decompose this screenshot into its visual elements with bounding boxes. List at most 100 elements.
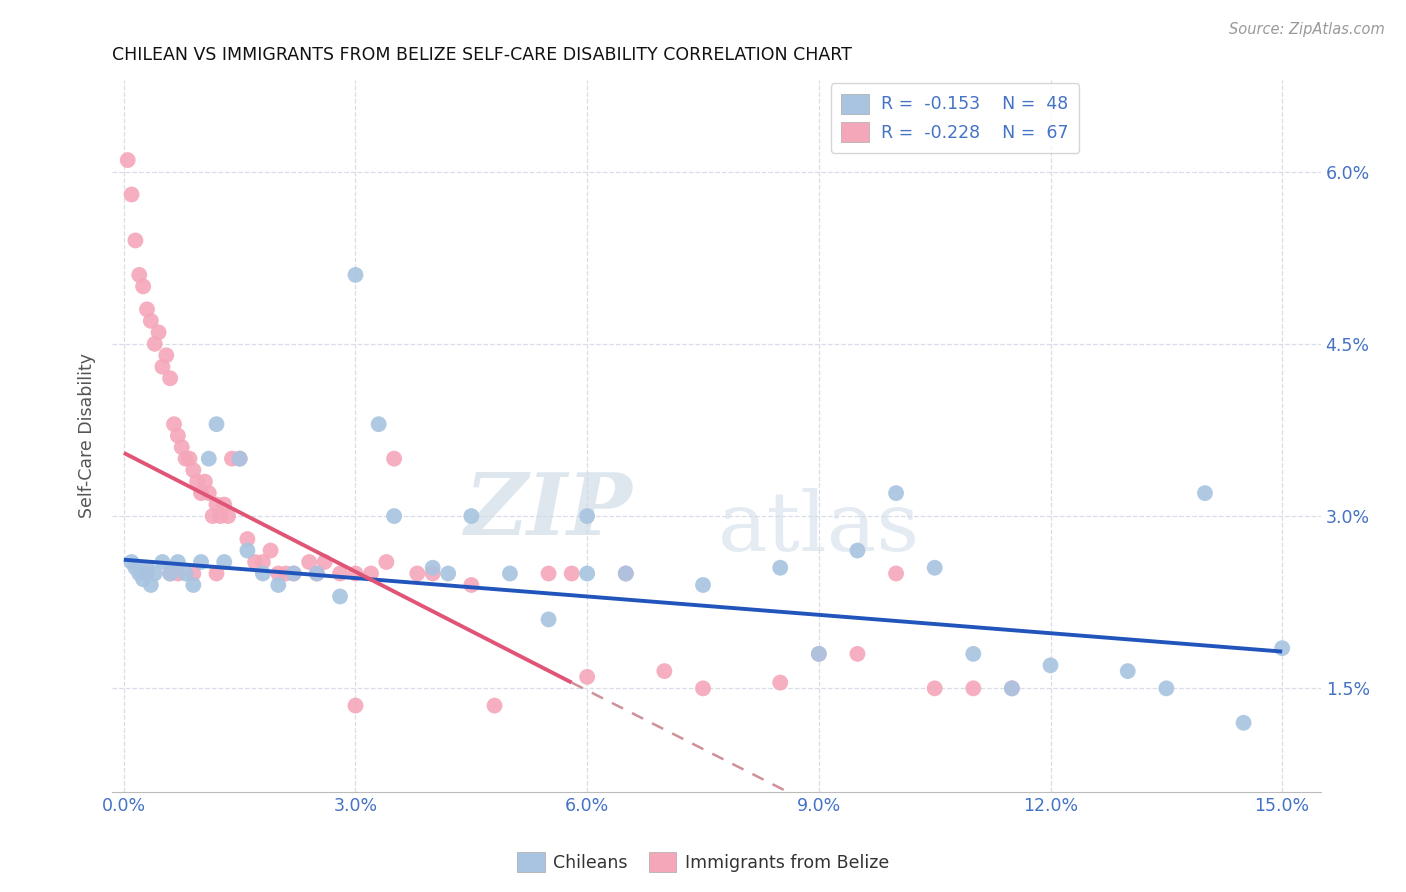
Point bbox=[305, 566, 328, 581]
Text: atlas: atlas bbox=[718, 488, 920, 567]
Point bbox=[243, 555, 266, 569]
Point bbox=[205, 566, 228, 581]
Point bbox=[163, 417, 186, 432]
Point bbox=[217, 509, 239, 524]
Point bbox=[124, 560, 146, 574]
Point bbox=[406, 566, 429, 581]
Legend: Chileans, Immigrants from Belize: Chileans, Immigrants from Belize bbox=[510, 845, 896, 879]
Point bbox=[205, 417, 228, 432]
Point bbox=[460, 509, 482, 524]
Point bbox=[194, 475, 217, 489]
Point bbox=[375, 555, 398, 569]
Point bbox=[209, 509, 232, 524]
Point bbox=[228, 451, 250, 466]
Point bbox=[1194, 486, 1216, 500]
Point bbox=[183, 566, 205, 581]
Point bbox=[884, 566, 907, 581]
Point bbox=[367, 417, 389, 432]
Point bbox=[221, 451, 243, 466]
Point bbox=[143, 336, 166, 351]
Y-axis label: Self-Care Disability: Self-Care Disability bbox=[79, 353, 96, 518]
Point bbox=[924, 681, 946, 696]
Point bbox=[576, 670, 599, 684]
Point bbox=[267, 566, 290, 581]
Point bbox=[159, 566, 181, 581]
Point bbox=[267, 578, 290, 592]
Point bbox=[205, 498, 228, 512]
Point bbox=[201, 509, 224, 524]
Point bbox=[252, 555, 274, 569]
Point bbox=[344, 566, 367, 581]
Point bbox=[190, 486, 212, 500]
Point bbox=[692, 578, 714, 592]
Point bbox=[1271, 641, 1294, 656]
Point bbox=[190, 555, 212, 569]
Point bbox=[136, 566, 159, 581]
Point bbox=[1232, 715, 1254, 730]
Point bbox=[117, 153, 139, 167]
Point bbox=[212, 498, 235, 512]
Point bbox=[807, 647, 830, 661]
Point bbox=[344, 268, 367, 282]
Point bbox=[807, 647, 830, 661]
Point bbox=[1001, 681, 1024, 696]
Point bbox=[259, 543, 281, 558]
Point bbox=[148, 326, 170, 340]
Point bbox=[159, 371, 181, 385]
Point bbox=[1156, 681, 1178, 696]
Point bbox=[152, 555, 174, 569]
Point bbox=[174, 566, 197, 581]
Point bbox=[228, 451, 250, 466]
Point bbox=[344, 698, 367, 713]
Point bbox=[437, 566, 460, 581]
Point bbox=[360, 566, 382, 581]
Point bbox=[1039, 658, 1062, 673]
Point bbox=[132, 279, 155, 293]
Point bbox=[179, 451, 201, 466]
Point bbox=[692, 681, 714, 696]
Point bbox=[614, 566, 637, 581]
Point bbox=[236, 543, 259, 558]
Point bbox=[537, 566, 560, 581]
Point bbox=[152, 359, 174, 374]
Point bbox=[139, 578, 162, 592]
Point bbox=[924, 560, 946, 574]
Point bbox=[183, 578, 205, 592]
Point bbox=[124, 234, 146, 248]
Point bbox=[121, 555, 143, 569]
Point bbox=[236, 532, 259, 546]
Point bbox=[128, 268, 150, 282]
Point bbox=[422, 566, 444, 581]
Point bbox=[197, 451, 219, 466]
Point bbox=[422, 560, 444, 574]
Point bbox=[576, 509, 599, 524]
Point bbox=[121, 187, 143, 202]
Point bbox=[537, 612, 560, 626]
Point bbox=[382, 451, 405, 466]
Point bbox=[962, 647, 984, 661]
Point bbox=[1001, 681, 1024, 696]
Point bbox=[167, 428, 190, 442]
Point bbox=[159, 566, 181, 581]
Point bbox=[252, 566, 274, 581]
Point bbox=[769, 675, 792, 690]
Point bbox=[197, 486, 219, 500]
Point bbox=[962, 681, 984, 696]
Point bbox=[183, 463, 205, 477]
Point bbox=[769, 560, 792, 574]
Point bbox=[212, 555, 235, 569]
Point bbox=[484, 698, 506, 713]
Point bbox=[170, 440, 193, 454]
Point bbox=[167, 555, 190, 569]
Point bbox=[460, 578, 482, 592]
Point bbox=[329, 566, 352, 581]
Point bbox=[314, 555, 336, 569]
Point bbox=[298, 555, 321, 569]
Point bbox=[274, 566, 297, 581]
Text: Source: ZipAtlas.com: Source: ZipAtlas.com bbox=[1229, 22, 1385, 37]
Point bbox=[884, 486, 907, 500]
Point bbox=[136, 302, 159, 317]
Point bbox=[186, 475, 208, 489]
Point bbox=[139, 314, 162, 328]
Point bbox=[614, 566, 637, 581]
